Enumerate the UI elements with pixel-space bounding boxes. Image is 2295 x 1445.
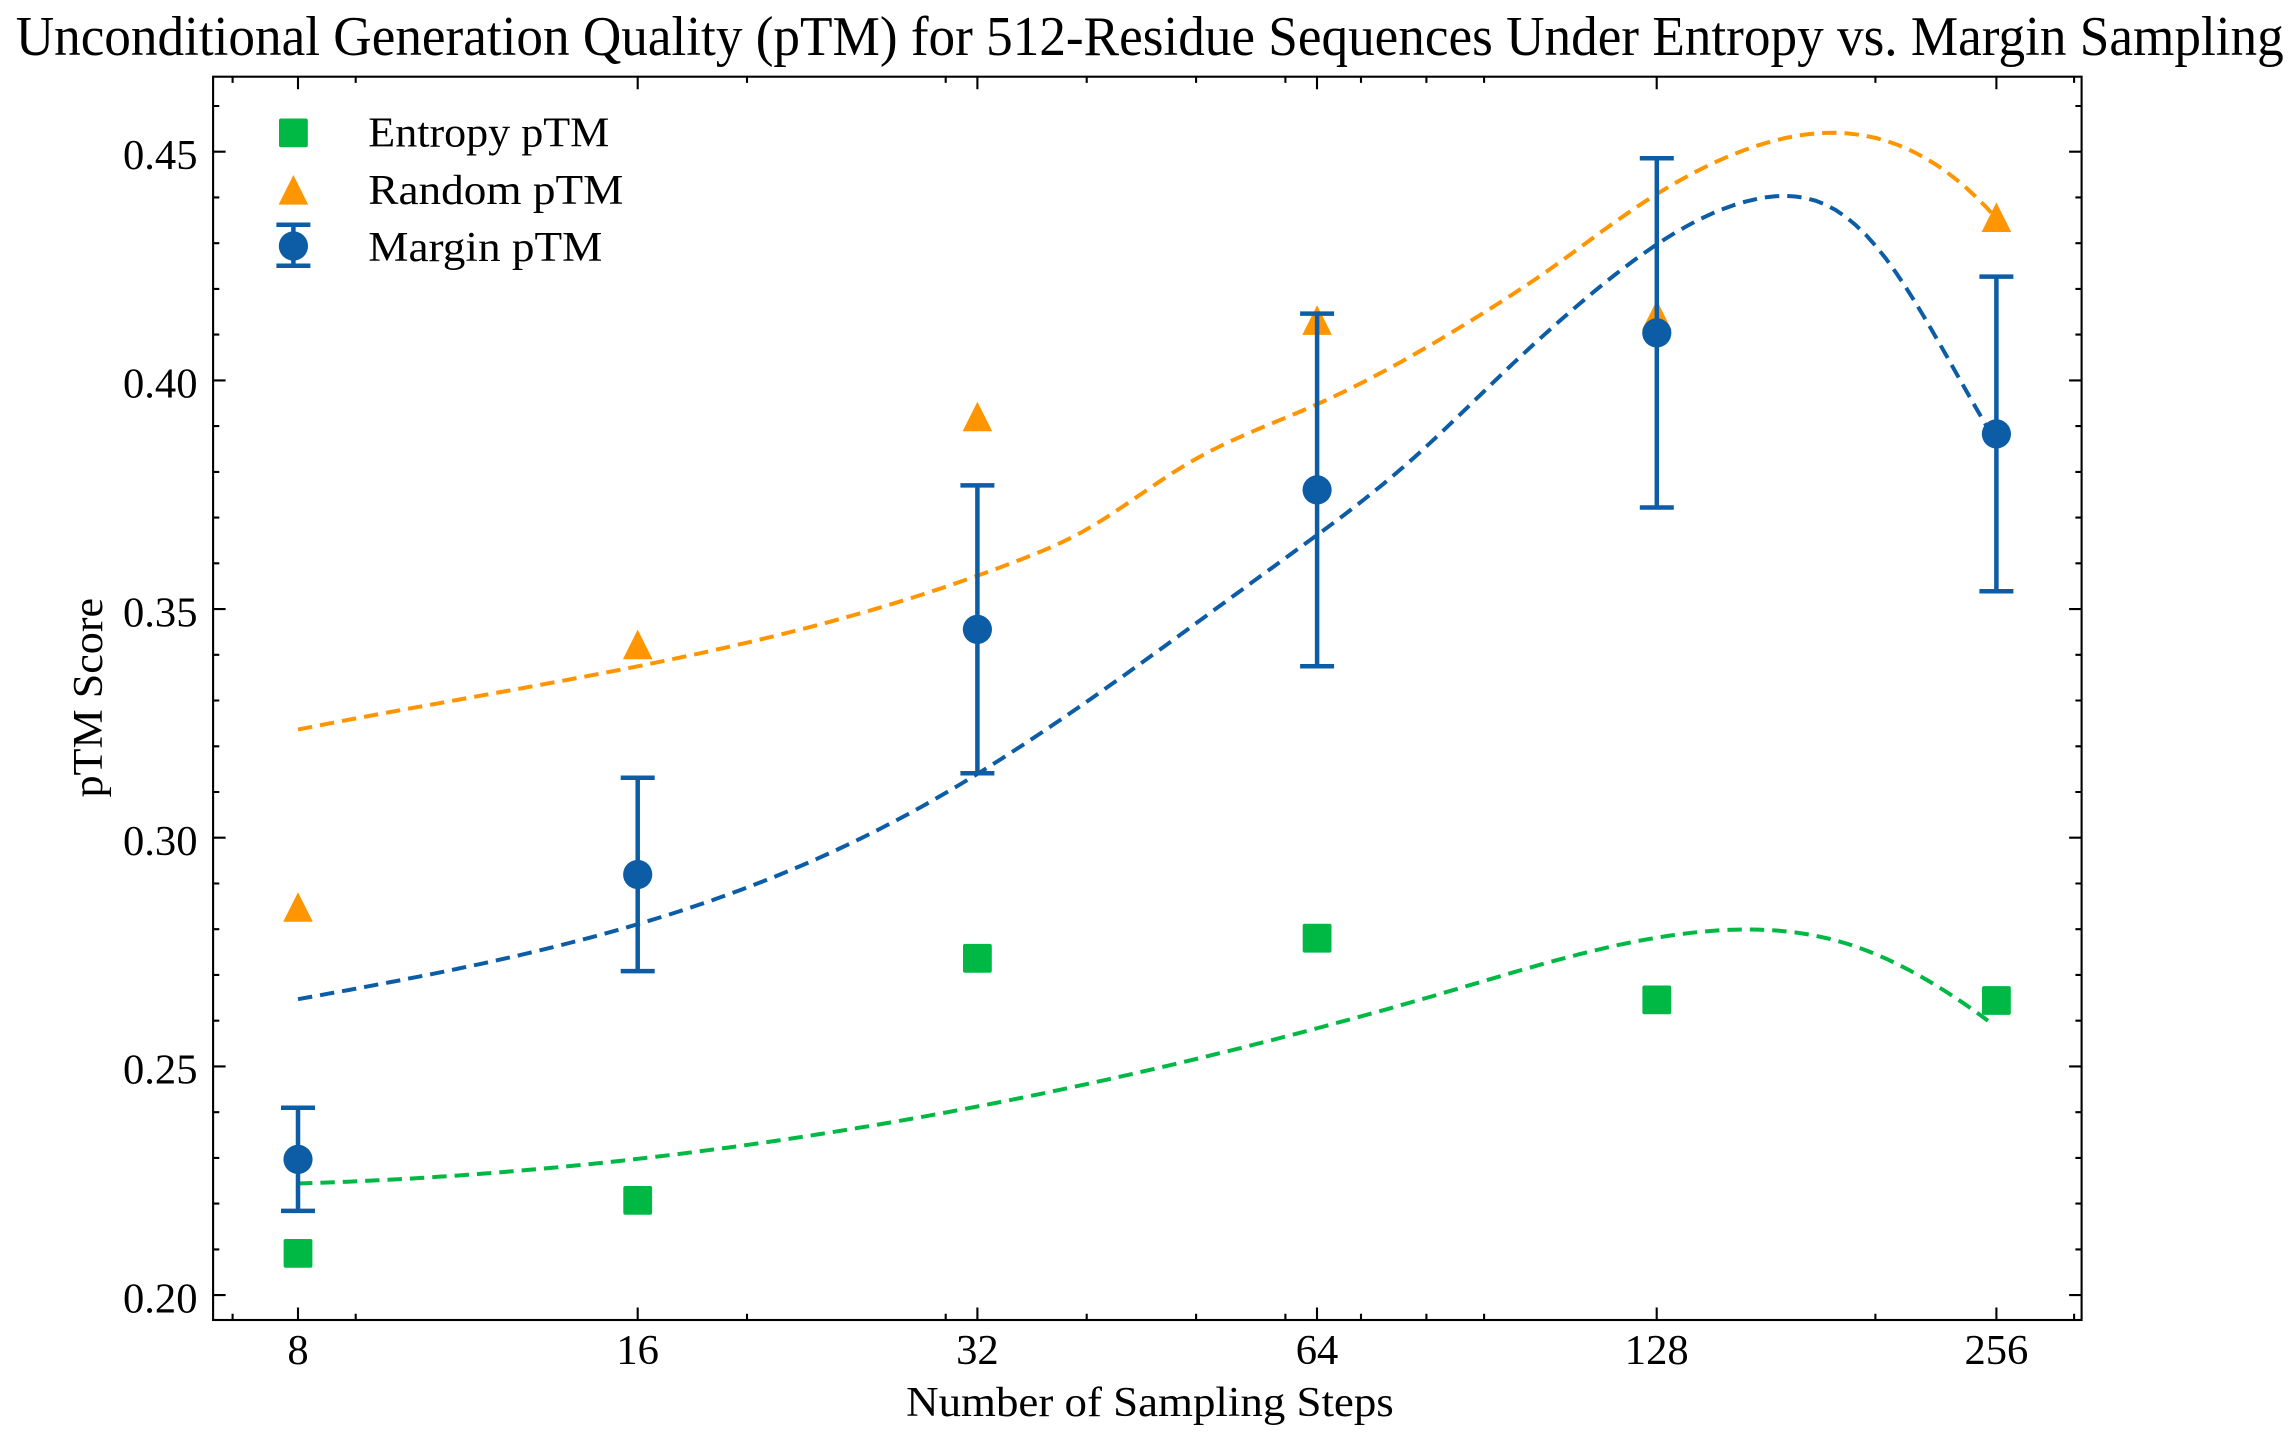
svg-text:Margin pTM: Margin pTM — [368, 224, 602, 271]
svg-text:0.25: 0.25 — [123, 1047, 198, 1094]
svg-text:64: 64 — [1296, 1327, 1339, 1374]
svg-text:Unconditional Generation Quali: Unconditional Generation Quality (pTM) f… — [16, 6, 2284, 68]
svg-text:Number of Sampling Steps: Number of Sampling Steps — [906, 1379, 1394, 1426]
svg-text:Random pTM: Random pTM — [368, 167, 623, 214]
svg-text:0.30: 0.30 — [123, 818, 198, 865]
svg-text:pTM Score: pTM Score — [65, 598, 112, 798]
svg-text:32: 32 — [956, 1327, 999, 1374]
svg-text:8: 8 — [287, 1327, 308, 1374]
svg-text:256: 256 — [1964, 1327, 2028, 1374]
svg-text:0.40: 0.40 — [123, 361, 198, 408]
svg-text:0.35: 0.35 — [123, 589, 198, 636]
svg-text:0.20: 0.20 — [123, 1275, 198, 1322]
svg-text:128: 128 — [1625, 1327, 1689, 1374]
svg-text:Entropy pTM: Entropy pTM — [368, 110, 609, 157]
svg-text:0.45: 0.45 — [123, 132, 198, 179]
svg-text:16: 16 — [616, 1327, 659, 1374]
